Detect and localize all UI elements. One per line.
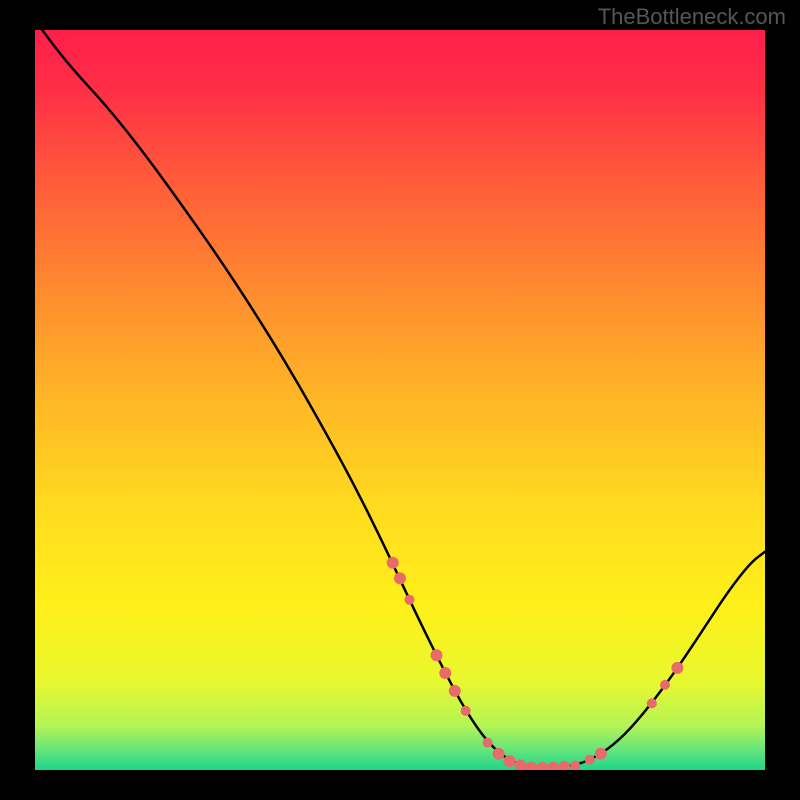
curve-marker: [671, 662, 683, 674]
gradient-background: [35, 30, 765, 770]
curve-marker: [547, 762, 559, 774]
curve-marker: [431, 649, 443, 661]
curve-marker: [585, 755, 595, 765]
curve-marker: [449, 685, 461, 697]
bottleneck-curve-chart: [0, 0, 800, 800]
curve-marker: [387, 557, 399, 569]
curve-marker: [595, 748, 607, 760]
curve-marker: [493, 748, 505, 760]
curve-marker: [514, 760, 526, 772]
curve-marker: [483, 738, 493, 748]
curve-marker: [525, 762, 537, 774]
curve-marker: [404, 595, 414, 605]
watermark-text: TheBottleneck.com: [598, 4, 786, 30]
curve-marker: [647, 698, 657, 708]
curve-marker: [461, 706, 471, 716]
curve-marker: [439, 667, 451, 679]
curve-marker: [660, 680, 670, 690]
curve-marker: [558, 761, 570, 773]
chart-frame: TheBottleneck.com: [0, 0, 800, 800]
curve-marker: [536, 762, 548, 774]
curve-marker: [504, 755, 516, 767]
curve-marker: [394, 572, 406, 584]
curve-marker: [570, 761, 580, 771]
